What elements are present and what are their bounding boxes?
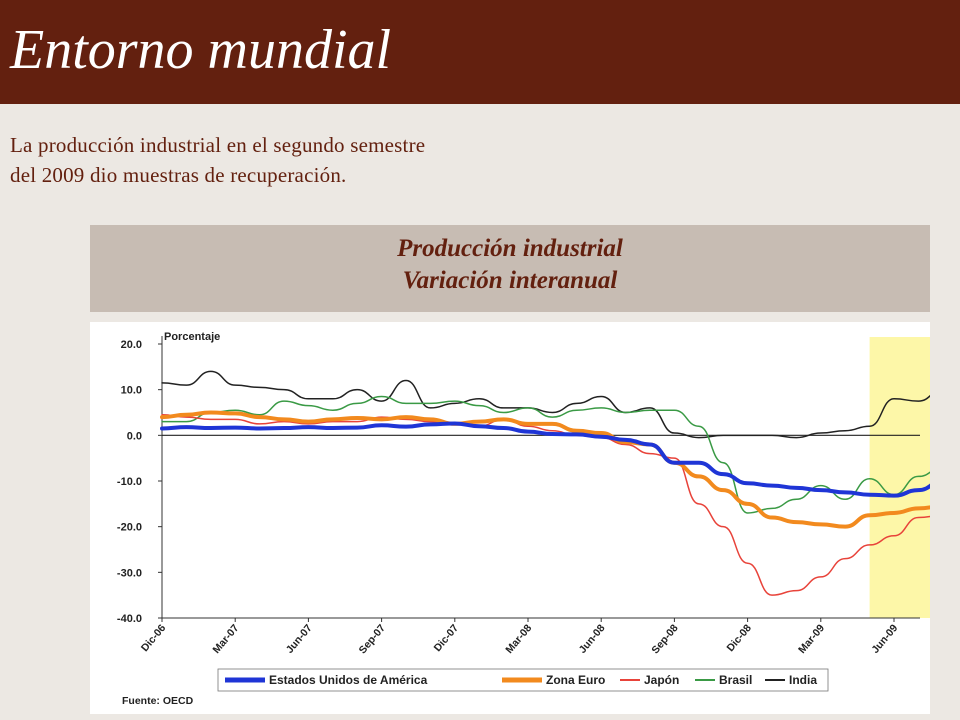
legend-label-4: India <box>789 673 817 687</box>
series-line-4 <box>161 370 944 439</box>
legend-label-2: Japón <box>644 673 679 687</box>
x-tick-label: Jun-07 <box>284 622 315 656</box>
x-tick-label: Mar-09 <box>796 622 827 656</box>
legend-label-1: Zona Euro <box>546 673 605 687</box>
page-title: Entorno mundial <box>10 19 392 81</box>
x-tick-label: Mar-07 <box>211 622 242 656</box>
chart-title-line-2: Variación interanual <box>402 267 618 294</box>
y-tick-label: 10.0 <box>121 385 142 397</box>
intro-line-1: La producción industrial en el segundo s… <box>10 133 426 157</box>
series-line-1 <box>160 410 945 529</box>
chart-panel: 20.0 10.0 0.0 -10.0 -20.0 -30.0 -40.0 Porcentaj… <box>90 322 960 714</box>
y-tick-label: 20.0 <box>121 339 142 351</box>
y-axis-label: Porcentaje <box>164 331 220 343</box>
series-line-2 <box>161 414 944 596</box>
source-note: Fuente: OECD <box>122 695 194 707</box>
y-tick-label: -10.0 <box>117 476 142 488</box>
chart-title-box: Producción industrial Variación interanu… <box>90 225 930 312</box>
chart-title-line-1: Producción industrial <box>397 235 623 262</box>
header-bar: Entorno mundial <box>0 0 960 104</box>
x-tick-label: Dic-07 <box>432 622 462 654</box>
x-tick-label: Jun-08 <box>577 622 608 656</box>
y-tick-label: -30.0 <box>117 567 142 579</box>
x-tick-label: Dic-08 <box>724 622 754 654</box>
legend-label-3: Brasil <box>719 673 752 687</box>
x-tick-label: Sep-07 <box>357 622 388 656</box>
x-tick-label: Mar-08 <box>503 622 534 656</box>
x-tick-label: Jun-09 <box>869 622 900 656</box>
legend-label-0: Estados Unidos de América <box>269 673 428 687</box>
intro-line-2: del 2009 dio muestras de recuperación. <box>10 163 347 187</box>
x-tick-label: Dic-06 <box>139 622 169 654</box>
y-tick-label: 0.0 <box>127 430 142 442</box>
line-chart: 20.0 10.0 0.0 -10.0 -20.0 -30.0 -40.0 Porcentaj… <box>117 331 960 707</box>
y-tick-label: -20.0 <box>117 522 142 534</box>
series-line-3 <box>161 395 944 514</box>
intro-text: La producción industrial en el segundo s… <box>10 130 610 190</box>
y-tick-label: -40.0 <box>117 613 142 625</box>
legend-frame <box>217 668 829 692</box>
highlight-band <box>869 337 960 618</box>
x-tick-label: Sep-08 <box>649 622 680 656</box>
series-line-0 <box>160 421 945 498</box>
